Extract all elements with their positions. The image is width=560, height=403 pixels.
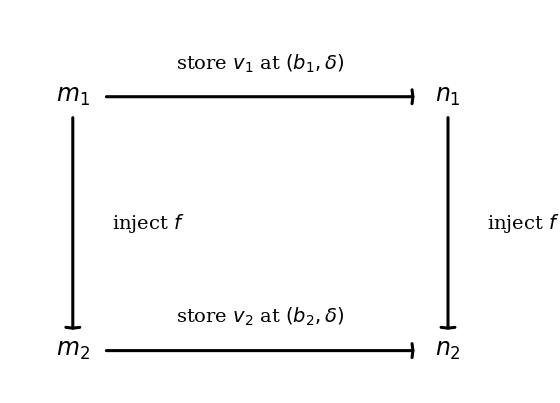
Text: inject $f$: inject $f$ — [112, 212, 185, 235]
Text: $m_2$: $m_2$ — [56, 339, 90, 362]
Text: $n_2$: $n_2$ — [435, 339, 461, 362]
Text: $n_1$: $n_1$ — [435, 85, 461, 108]
Text: store $v_1$ at $(b_1, \delta)$: store $v_1$ at $(b_1, \delta)$ — [176, 52, 344, 75]
Text: inject $f$: inject $f$ — [487, 212, 560, 235]
Text: $m_1$: $m_1$ — [56, 85, 90, 108]
Text: store $v_2$ at $(b_2, \delta)$: store $v_2$ at $(b_2, \delta)$ — [176, 306, 344, 328]
